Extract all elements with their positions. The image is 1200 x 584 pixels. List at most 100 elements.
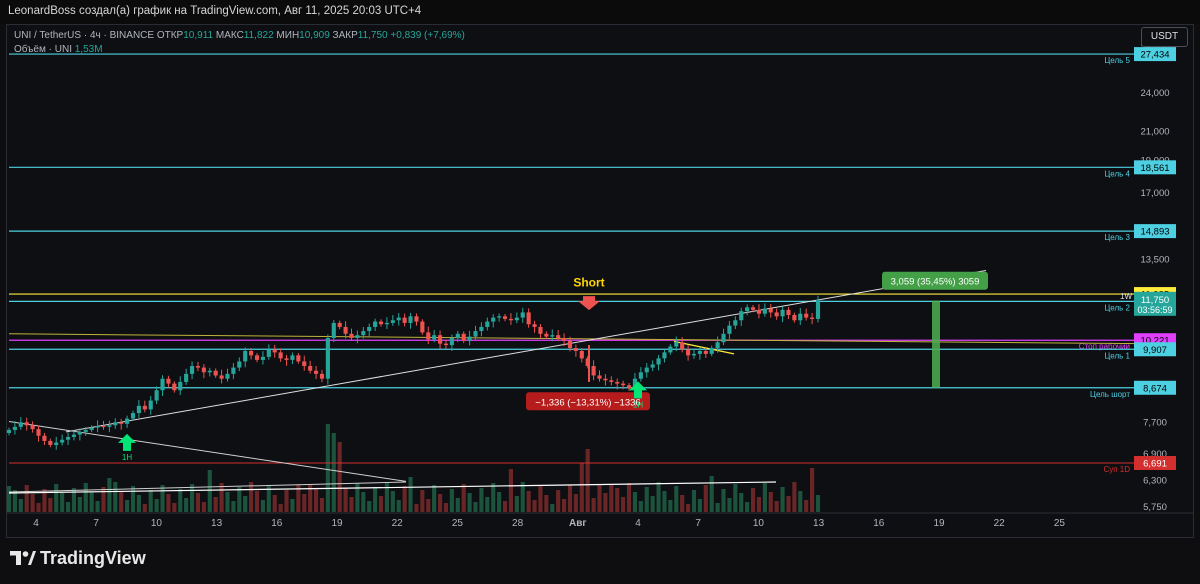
- volume-bar: [343, 488, 348, 512]
- volume-bar: [597, 484, 602, 512]
- candle-body: [579, 350, 584, 359]
- volume-bar: [148, 490, 153, 512]
- price-tick-label: 13,500: [1140, 255, 1169, 266]
- volume-bar: [526, 491, 531, 512]
- volume-bar: [184, 498, 189, 512]
- buy-arrow-icon: [629, 381, 647, 399]
- price-level-tag: [1134, 455, 1176, 470]
- price-tick-label: 5,750: [1143, 502, 1167, 513]
- candle-body: [331, 322, 336, 338]
- volume-bar: [467, 493, 472, 512]
- price-tick-label: 21,000: [1140, 127, 1169, 138]
- volume-support-line: [8, 481, 777, 494]
- volume-bar: [107, 478, 112, 512]
- volume-bar: [95, 501, 100, 512]
- candle-body: [313, 370, 319, 374]
- volume-bar: [249, 482, 254, 512]
- volume-bar: [443, 503, 449, 512]
- candle-body: [715, 342, 720, 349]
- volume-bar: [384, 482, 389, 512]
- candle-body: [733, 320, 738, 326]
- volume-bar: [24, 485, 29, 512]
- level-name: Цель 1: [1104, 351, 1130, 360]
- volume-bar: [272, 495, 277, 512]
- annotations: Short −1,336 (−13,31%) −1336 3,059 (35,45%…: [118, 271, 988, 462]
- change-value: +0,839 (+7,69%): [390, 30, 465, 41]
- volume-label[interactable]: Объём · UNI: [14, 44, 72, 55]
- volume-bar: [308, 485, 313, 512]
- volume-bar: [609, 484, 614, 512]
- volume-bar: [48, 498, 53, 512]
- volume-bar: [497, 492, 502, 512]
- candle-body: [556, 335, 561, 338]
- volume-bar: [520, 482, 525, 512]
- low-value: 10,909: [299, 30, 330, 41]
- candle-body: [438, 335, 443, 344]
- time-tick-label: 22: [994, 518, 1006, 529]
- candle-body: [402, 317, 407, 323]
- time-tick-label: 7: [93, 518, 99, 529]
- candle-body: [83, 429, 88, 432]
- candle-body: [42, 435, 47, 441]
- volume-bar: [12, 490, 17, 512]
- candle-body: [384, 322, 389, 325]
- volume-bar: [18, 499, 23, 512]
- candle-body: [467, 336, 472, 341]
- candle-body: [680, 342, 685, 350]
- symbol-label[interactable]: UNI / TetherUS · 4ч · BINANCE: [14, 30, 155, 41]
- currency-button[interactable]: USDT: [1141, 27, 1188, 47]
- candle-body: [48, 440, 53, 445]
- volume-bar: [260, 500, 265, 512]
- candle-body: [810, 317, 815, 319]
- volume-bar: [674, 486, 679, 512]
- candle-body: [461, 333, 466, 341]
- volume-bar: [638, 501, 643, 512]
- volume-bar: [485, 497, 490, 512]
- candle-body: [609, 380, 614, 382]
- candle-body: [567, 340, 573, 349]
- volume-bar: [213, 497, 218, 512]
- candle-body: [668, 346, 673, 353]
- short-label: Short: [573, 276, 604, 290]
- close-label: ЗАКР: [332, 30, 358, 41]
- trend-lines: [8, 270, 1142, 482]
- candle-body: [709, 348, 714, 354]
- candle-body: [638, 372, 643, 379]
- candle-body: [591, 366, 596, 376]
- volume-bar: [455, 498, 460, 512]
- volume-bar: [449, 489, 454, 512]
- price-tick-label: 17,000: [1140, 188, 1169, 199]
- high-label: МАКС: [215, 30, 244, 41]
- candle-body: [319, 373, 325, 379]
- volume-bar: [668, 500, 673, 512]
- time-tick-label: 10: [151, 518, 163, 529]
- candle-body: [597, 375, 602, 379]
- volume-bar: [798, 491, 803, 512]
- close-value: 11,750: [357, 30, 388, 41]
- candle-body: [24, 422, 29, 426]
- time-tick-label: 7: [695, 518, 701, 529]
- price-level-tag: [1134, 224, 1176, 239]
- volume-bar: [178, 489, 183, 512]
- price-tick-label: 24,000: [1140, 88, 1169, 99]
- volume-bar: [325, 424, 330, 512]
- candle-body: [632, 378, 638, 389]
- price-level-tag: [1134, 47, 1176, 62]
- volume-bar: [319, 498, 325, 512]
- volume-bar: [113, 482, 118, 512]
- volume-bar: [680, 495, 685, 512]
- volume-bar: [367, 501, 372, 512]
- time-tick-label: 19: [331, 518, 343, 529]
- volume-bar: [632, 492, 638, 512]
- candle-body: [603, 378, 608, 381]
- candle-body: [491, 317, 496, 322]
- rising-trend-line: [65, 270, 987, 433]
- volume-bar: [686, 504, 691, 512]
- candle-body: [520, 312, 525, 318]
- volume-bar: [36, 503, 41, 512]
- time-tick-label: 13: [211, 518, 223, 529]
- candle-body: [125, 418, 130, 424]
- volume-bar: [650, 496, 655, 512]
- volume-bar: [815, 495, 821, 512]
